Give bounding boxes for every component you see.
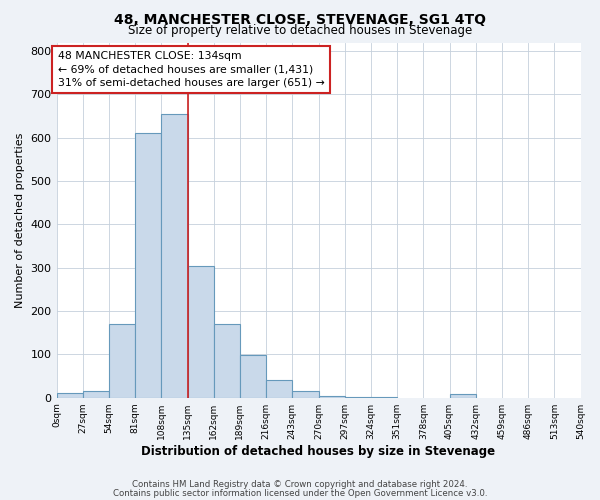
Bar <box>449 394 476 398</box>
Bar <box>56 394 83 398</box>
Text: 48, MANCHESTER CLOSE, STEVENAGE, SG1 4TQ: 48, MANCHESTER CLOSE, STEVENAGE, SG1 4TQ <box>114 12 486 26</box>
Bar <box>83 391 109 398</box>
Text: 48 MANCHESTER CLOSE: 134sqm
← 69% of detached houses are smaller (1,431)
31% of : 48 MANCHESTER CLOSE: 134sqm ← 69% of det… <box>58 51 324 88</box>
Text: Contains HM Land Registry data © Crown copyright and database right 2024.: Contains HM Land Registry data © Crown c… <box>132 480 468 489</box>
Bar <box>292 391 319 398</box>
X-axis label: Distribution of detached houses by size in Stevenage: Distribution of detached houses by size … <box>142 444 496 458</box>
Text: Contains public sector information licensed under the Open Government Licence v3: Contains public sector information licen… <box>113 489 487 498</box>
Bar <box>214 324 240 398</box>
Bar <box>319 396 345 398</box>
Bar <box>135 134 161 398</box>
Bar <box>266 380 292 398</box>
Bar <box>345 397 371 398</box>
Bar <box>188 266 214 398</box>
Bar <box>240 356 266 398</box>
Text: Size of property relative to detached houses in Stevenage: Size of property relative to detached ho… <box>128 24 472 37</box>
Y-axis label: Number of detached properties: Number of detached properties <box>15 132 25 308</box>
Bar <box>161 114 188 398</box>
Bar <box>109 324 135 398</box>
